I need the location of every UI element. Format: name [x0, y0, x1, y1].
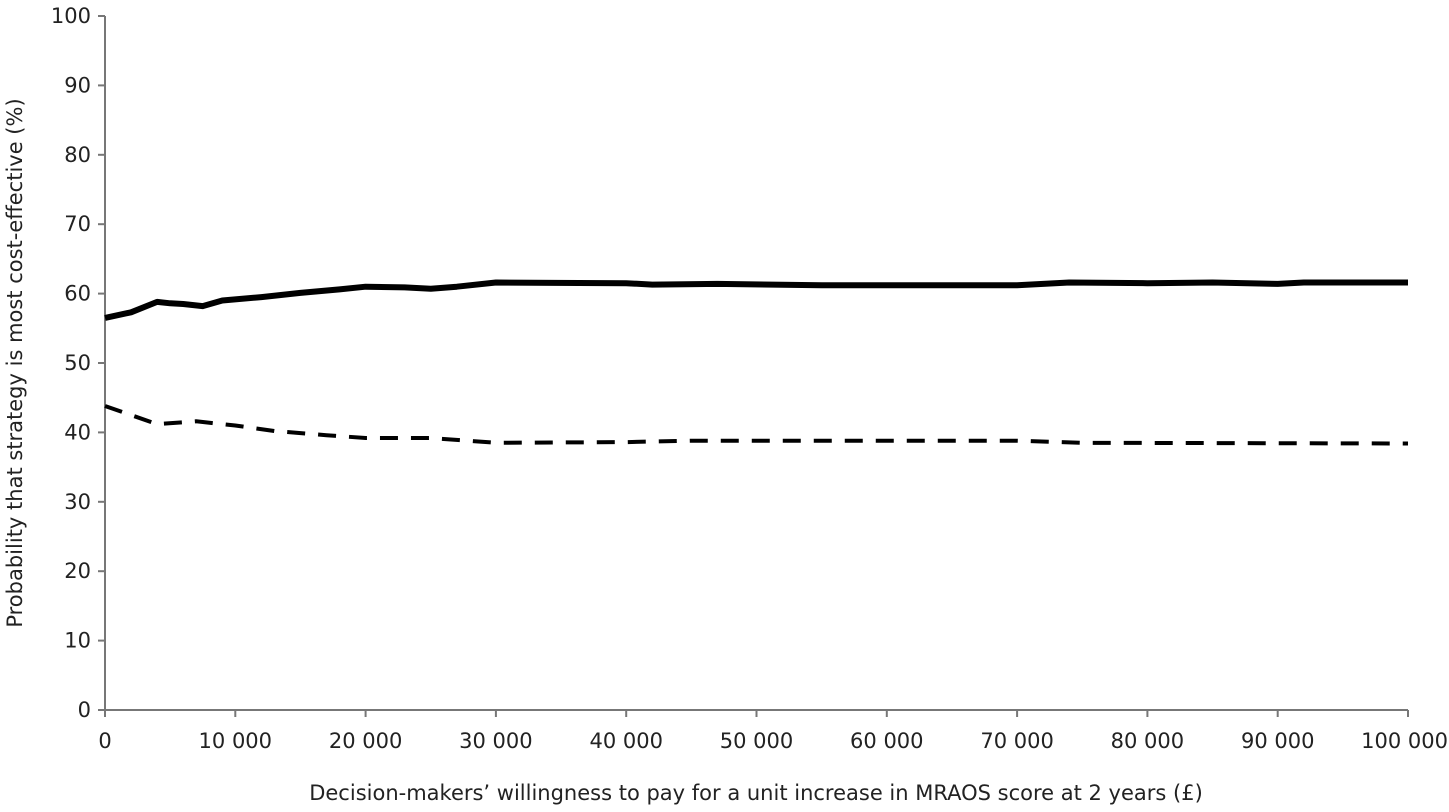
y-tick-label: 80	[64, 143, 91, 167]
x-tick-label: 90 000	[1241, 729, 1314, 753]
y-axis-ticks: 0 10 20 30 40 50 60 70 80 90 100	[51, 4, 105, 722]
y-tick-label: 50	[64, 351, 91, 375]
series-line-dashed	[104, 404, 1409, 446]
y-tick-label: 60	[64, 282, 91, 306]
y-tick-label: 10	[64, 629, 91, 653]
y-tick-label: 40	[64, 420, 91, 444]
x-axis-label: Decision-makers’ willingness to pay for …	[309, 781, 1203, 805]
y-tick-label: 0	[78, 698, 91, 722]
x-tick-label: 30 000	[459, 729, 532, 753]
y-axis-label: Probability that strategy is most cost-e…	[3, 98, 27, 627]
y-tick-label: 70	[64, 212, 91, 236]
x-tick-label: 50 000	[720, 729, 793, 753]
x-tick-label: 20 000	[329, 729, 402, 753]
x-tick-label: 100 000	[1361, 729, 1448, 753]
y-tick-label: 30	[64, 490, 91, 514]
x-tick-label: 40 000	[589, 729, 662, 753]
x-axis-ticks: 0 10 000 20 000 30 000 40 000 50 000 60 000 70 …	[98, 710, 1448, 753]
x-tick-label: 10 000	[199, 729, 272, 753]
y-tick-label: 100	[51, 4, 91, 28]
series-group	[104, 279, 1409, 446]
y-tick-label: 20	[64, 559, 91, 583]
x-tick-label: 60 000	[850, 729, 923, 753]
x-tick-label: 80 000	[1111, 729, 1184, 753]
x-tick-label: 70 000	[980, 729, 1053, 753]
y-tick-label: 90	[64, 73, 91, 97]
series-line-solid	[104, 279, 1408, 321]
x-tick-label: 0	[98, 729, 111, 753]
